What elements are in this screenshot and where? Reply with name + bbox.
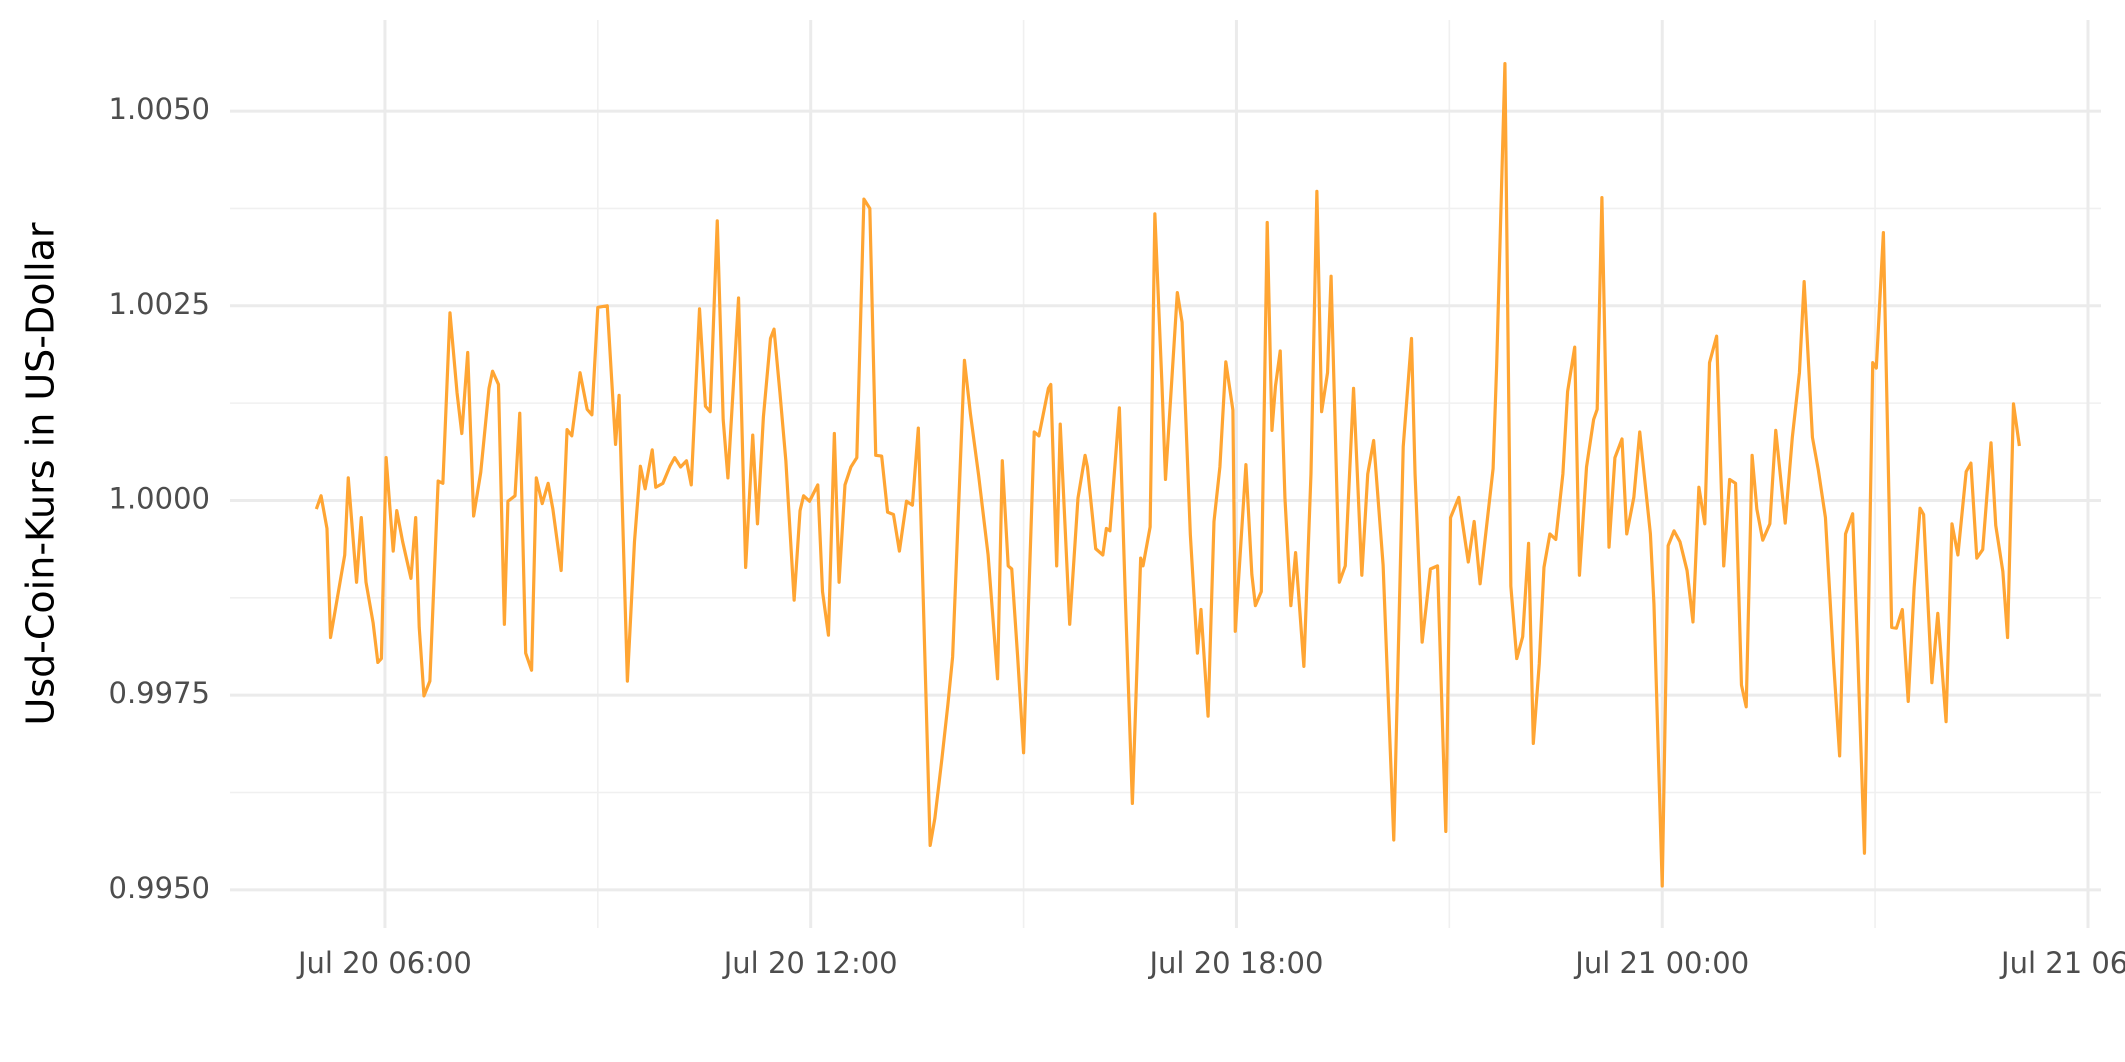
- x-tick-label: Jul 21 00:00: [1573, 946, 1749, 980]
- x-tick-label: Jul 21 06:00: [1999, 946, 2125, 980]
- y-tick-label: 1.0050: [109, 92, 210, 126]
- y-axis-title: Usd-Coin-Kurs in US-Dollar: [19, 222, 63, 725]
- y-tick-label: 1.0025: [109, 287, 210, 321]
- marks: [314, 62, 2021, 888]
- x-tick-label: Jul 20 06:00: [296, 946, 472, 980]
- y-tick-label: 0.9975: [109, 676, 210, 710]
- x-tick-label: Jul 20 18:00: [1148, 946, 1324, 980]
- x-tick-label: Jul 20 12:00: [722, 946, 898, 980]
- y-tick-label: 1.0000: [109, 481, 210, 515]
- y-tick-label: 0.9950: [109, 871, 210, 905]
- price-line: [314, 62, 2021, 888]
